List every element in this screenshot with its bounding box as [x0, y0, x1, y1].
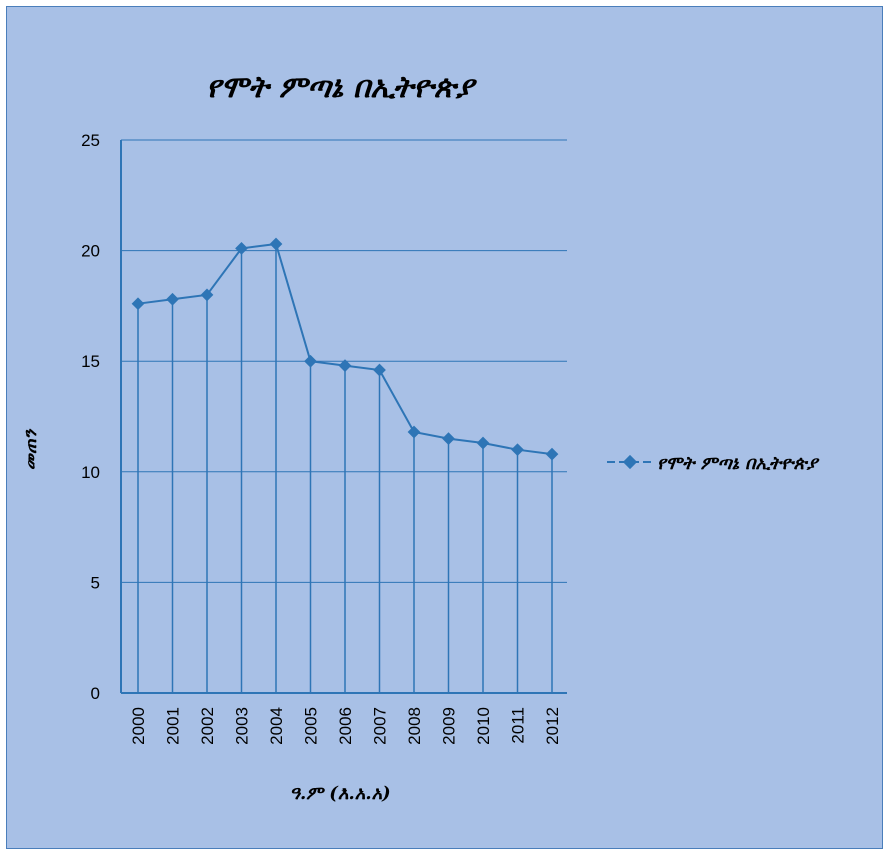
- x-tick-label: 2002: [198, 707, 217, 745]
- x-tick-label: 2004: [267, 707, 286, 745]
- data-point: [304, 354, 317, 368]
- y-tick-labels: 0 5 10 15 20 25: [81, 131, 100, 703]
- x-tick-label: 2007: [371, 707, 390, 745]
- y-tick-label: 5: [91, 573, 100, 592]
- data-point: [131, 297, 145, 311]
- data-point: [338, 359, 352, 372]
- y-axis-label: መጠን: [20, 428, 41, 470]
- legend: የሞት ምጣኔ በኢትዮጵያ: [607, 453, 820, 474]
- data-point: [476, 436, 490, 450]
- x-tick-label: 2005: [302, 707, 321, 745]
- data-point: [166, 292, 179, 306]
- x-tick-label: 2000: [129, 707, 148, 745]
- data-points: [131, 237, 559, 461]
- x-tick-labels: 2000 2001 2002 2003 2004 2005 2006 2007 2008 2009…: [129, 707, 562, 745]
- drop-lines: [137, 243, 553, 693]
- y-tick-label: 25: [81, 131, 100, 150]
- data-point: [235, 242, 248, 255]
- data-point: [407, 425, 421, 439]
- y-tick-label: 0: [91, 684, 100, 703]
- data-point: [200, 288, 214, 302]
- x-tick-label: 2006: [336, 707, 355, 745]
- legend-entry: የሞት ምጣኔ በኢትዮጵያ: [657, 453, 820, 474]
- y-tick-label: 20: [81, 242, 100, 261]
- x-tick-label: 2008: [405, 707, 424, 745]
- x-tick-label: 2003: [233, 707, 252, 745]
- data-point: [269, 237, 283, 251]
- y-tick-label: 15: [81, 352, 100, 371]
- chart-area: የሞት ምጣኔ በኢትዮጵያ 0 5 10 15 20 25 2000 2001 2002 20…: [6, 6, 883, 849]
- y-tick-label: 10: [81, 463, 100, 482]
- x-tick-label: 2001: [164, 707, 183, 745]
- x-axis-label: ዓ.ም (እ.አ.አ): [289, 783, 390, 804]
- data-point: [442, 432, 455, 445]
- x-tick-label: 2010: [474, 707, 493, 745]
- data-point: [545, 447, 559, 461]
- x-tick-label: 2011: [509, 707, 528, 744]
- data-point: [373, 363, 386, 377]
- data-point: [511, 443, 524, 457]
- chart-title: የሞት ምጣኔ በኢትዮጵያ: [206, 70, 477, 105]
- axes: [120, 140, 567, 694]
- legend-point-marker: [622, 454, 638, 470]
- x-tick-label: 2012: [543, 707, 562, 745]
- x-tick-label: 2009: [440, 707, 459, 745]
